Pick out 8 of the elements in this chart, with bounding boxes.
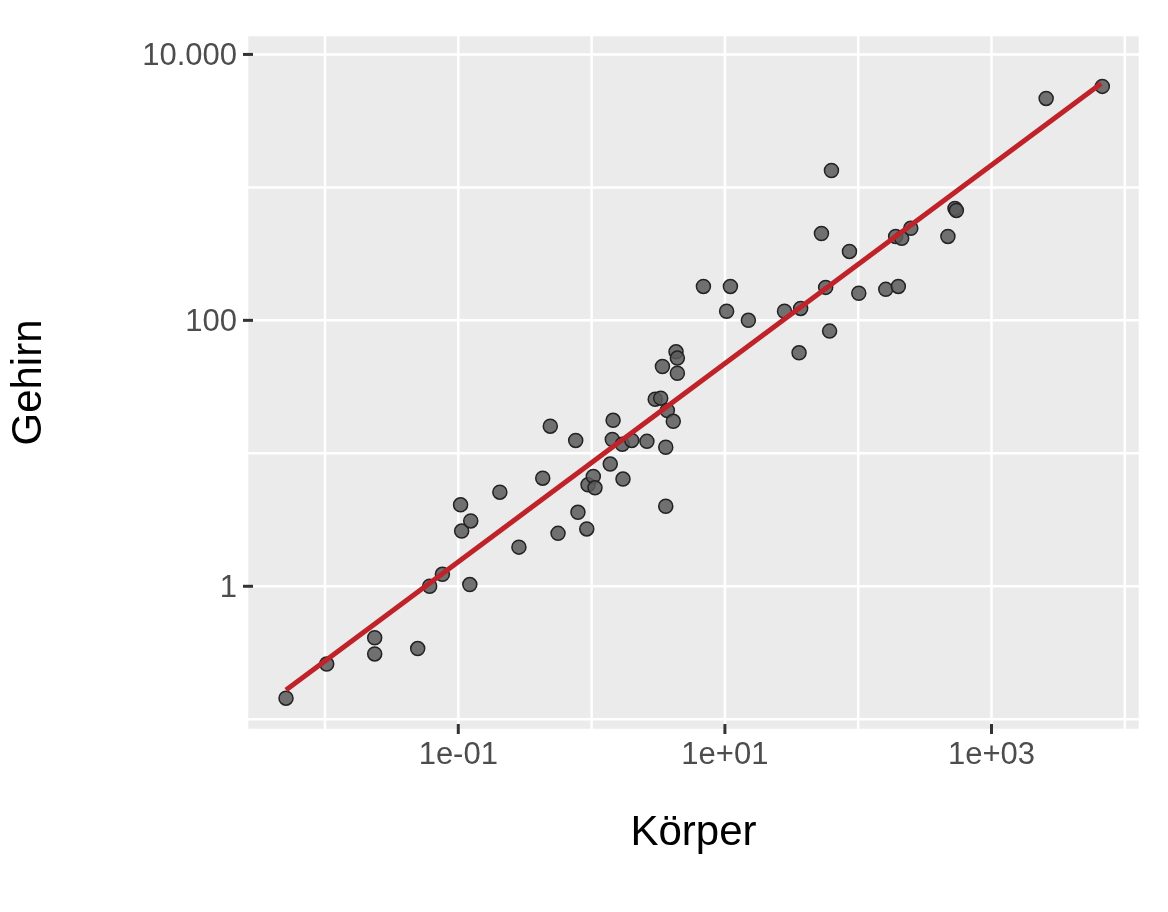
y-tick-label: 100 [185,303,237,339]
x-tick-label: 1e-01 [418,736,498,771]
x-tick-label: 1e+01 [681,736,769,771]
x-axis-title: Körper [630,806,757,854]
y-tick-label: 10.000 [142,37,237,73]
x-tick-label: 1e+03 [947,736,1036,771]
y-axis-title: Gehirn [2,319,50,446]
y-tick-label: 1 [219,569,237,605]
